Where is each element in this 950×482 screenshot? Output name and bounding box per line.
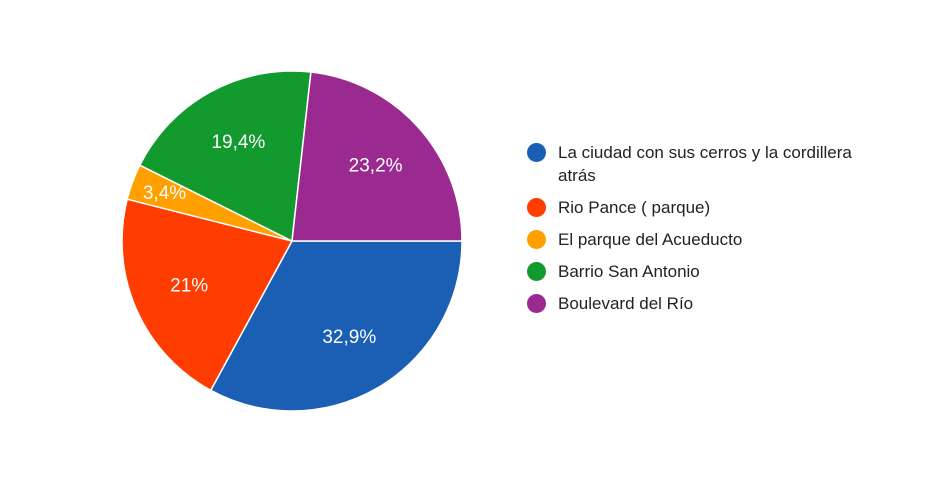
- pie-slice-label-2: 3,4%: [143, 183, 186, 204]
- pie-slice-label-4: 23,2%: [349, 156, 403, 177]
- pie-slice-label-3: 19,4%: [211, 132, 265, 153]
- pie-slice-4: [291, 71, 463, 242]
- legend-item-rio-pance: Rio Pance ( parque): [527, 196, 857, 219]
- legend-label: El parque del Acueducto: [558, 230, 743, 249]
- legend-label: Boulevard del Río: [558, 294, 694, 313]
- legend-swatch: [527, 198, 546, 217]
- legend-item-ciudad-cerros: La ciudad con sus cerros y la cordillera…: [527, 141, 857, 187]
- pie-slice-label-1: 21%: [170, 275, 208, 296]
- pie-slice-labels: 32,9% 21% 3,4% 19,4% 23,2%: [143, 132, 403, 348]
- legend-item-parque-acueducto: El parque del Acueducto: [527, 228, 857, 251]
- legend-swatch: [527, 230, 546, 249]
- legend-label: Barrio San Antonio: [558, 262, 700, 281]
- pie-slice-label-0: 32,9%: [322, 327, 376, 348]
- legend-label: La ciudad con sus cerros y la cordillera…: [558, 143, 852, 185]
- legend-label: Rio Pance ( parque): [558, 198, 711, 217]
- legend-swatch: [527, 143, 546, 162]
- chart-legend: La ciudad con sus cerros y la cordillera…: [527, 141, 857, 324]
- legend-item-barrio-san-antonio: Barrio San Antonio: [527, 260, 857, 283]
- pie-slice-0: [209, 240, 463, 412]
- pie-slices: [121, 70, 463, 412]
- legend-swatch: [527, 262, 546, 281]
- legend-swatch: [527, 294, 546, 313]
- pie-slice-3: [138, 70, 312, 243]
- pie-slice-1: [121, 198, 294, 392]
- legend-item-boulevard-rio: Boulevard del Río: [527, 292, 857, 315]
